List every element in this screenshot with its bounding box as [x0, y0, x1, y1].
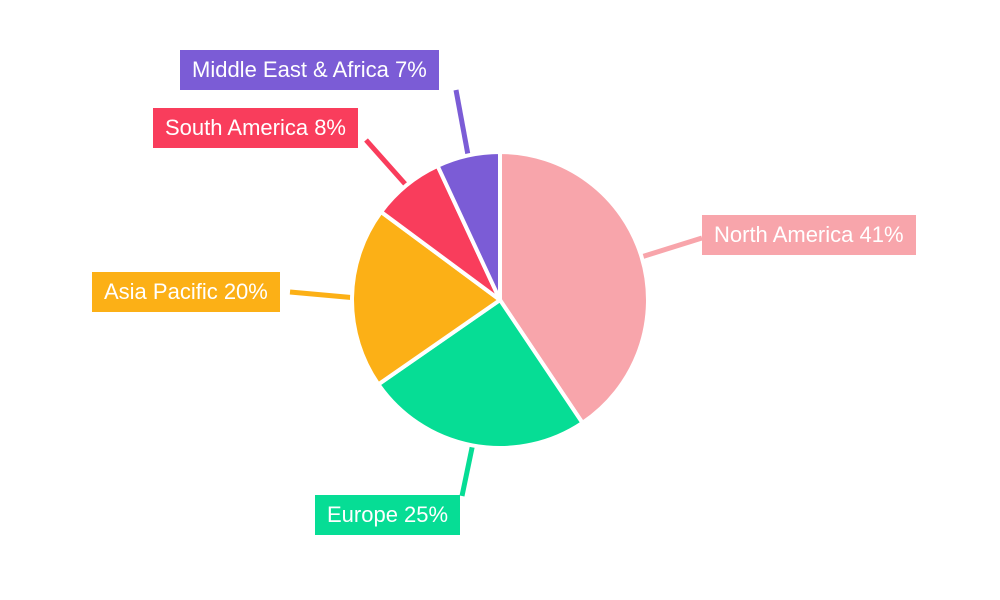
pie-slice-middle-east-africa[interactable]: [435, 150, 502, 302]
pie-slice-europe[interactable]: [376, 298, 585, 450]
leader-line-south-america: [364, 138, 410, 189]
callout-asia-pacific: Asia Pacific 20%: [92, 272, 280, 312]
leader-line-asia-pacific: [289, 289, 355, 301]
leader-line-middle-east-africa: [453, 89, 471, 158]
callout-north-america: North America 41%: [702, 215, 916, 255]
callout-middle-east-africa: Middle East & Africa 7%: [180, 50, 439, 90]
callout-europe: Europe 25%: [315, 495, 461, 535]
leader-line-europe: [459, 442, 476, 497]
pie-slice-asia-pacific[interactable]: [350, 209, 502, 387]
callout-south-america: South America 8%: [153, 108, 358, 148]
pie-slice-north-america[interactable]: [498, 150, 650, 425]
leader-line-north-america: [638, 235, 703, 260]
